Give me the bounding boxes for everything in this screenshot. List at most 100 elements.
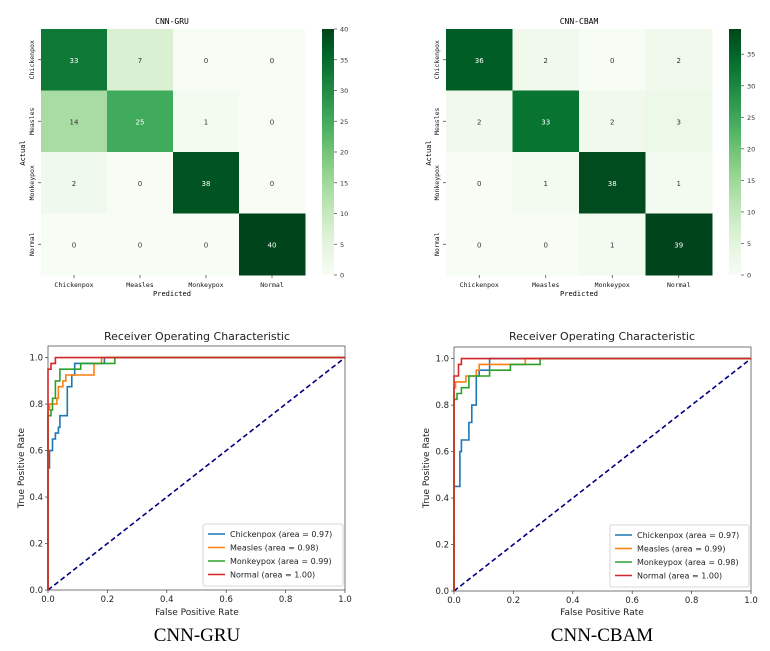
cell-value-label: 1	[544, 180, 548, 188]
y-tick-label: 0.8	[29, 400, 43, 410]
colorbar-tick-label: 5	[747, 240, 751, 248]
cell-value-label: 0	[477, 241, 481, 249]
heatmap-cell	[107, 152, 174, 214]
legend: Chickenpox (area = 0.97) Measles (area = …	[609, 524, 750, 588]
x-tick-label: 0.4	[566, 596, 580, 606]
cell-value-label: 0	[138, 241, 142, 249]
cell-value-label: 33	[70, 57, 79, 65]
x-tick-label: 0.2	[507, 596, 521, 606]
cell-value-label: 0	[544, 241, 548, 249]
cm-title: CNN-CBAM	[560, 17, 599, 26]
cell-value-label: 1	[204, 118, 208, 126]
heatmap-cell	[645, 152, 713, 214]
heatmap-cell	[512, 213, 580, 276]
cm-ylabel: Actual	[19, 140, 27, 165]
colorbar-tick-label: 15	[340, 179, 348, 187]
roc-curve-normal	[47, 356, 345, 590]
confusion-matrix-cnn-gru: CNN-GRU Predicted Actual 33 7 0 014 25 1 02 0 38…	[19, 17, 348, 298]
colorbar-tick-label: 30	[747, 82, 755, 90]
y-tick-label: Monkeypox	[433, 165, 441, 200]
legend-label: Measles (area = 0.98)	[230, 544, 318, 553]
y-tick-label: 0.6	[435, 448, 449, 458]
heatmap-cell	[579, 29, 646, 91]
roc-curve-chickenpox	[453, 357, 751, 591]
y-tick-label: 0.4	[29, 493, 43, 503]
roc-curve-chickenpox	[47, 356, 345, 590]
cm-xlabel: Predicted	[153, 290, 191, 298]
roc-plot-cnn-gru: Receiver Operating Characteristic False …	[17, 330, 352, 646]
heatmap-cell	[512, 152, 580, 214]
y-tick-label: Monkeypox	[28, 165, 36, 200]
cell-value-label: 33	[541, 118, 550, 126]
heatmap-cell	[579, 213, 646, 276]
x-tick-label: Chickenpox	[460, 281, 499, 289]
y-tick-label: 0.4	[435, 494, 449, 504]
heatmap-cell	[41, 213, 108, 276]
heatmap-cell	[107, 29, 174, 91]
x-tick-label: 0.6	[219, 595, 233, 605]
heatmap-cell	[446, 152, 513, 214]
cell-value-label: 2	[610, 118, 614, 126]
heatmap-cell	[446, 213, 513, 276]
y-tick-label: 0.2	[435, 541, 449, 551]
cell-value-label: 40	[268, 241, 277, 249]
y-tick-label: 1.0	[29, 354, 43, 364]
y-tick-label: Measles	[433, 107, 441, 134]
colorbar-tick-label: 15	[747, 177, 755, 185]
x-tick-label: Measles	[532, 281, 559, 289]
heatmap-cell	[446, 90, 513, 153]
legend-label: Monkeypox (area = 0.98)	[637, 558, 739, 567]
colorbar-tick-label: 0	[340, 272, 344, 280]
heatmap-cell	[173, 213, 240, 276]
x-tick-label: Chickenpox	[54, 281, 93, 289]
cell-value-label: 38	[202, 180, 211, 188]
cell-value-label: 2	[477, 118, 481, 126]
roc-curve-monkeypox	[453, 357, 751, 591]
colorbar-tick-label: 25	[340, 118, 348, 126]
x-tick-label: 0.0	[41, 595, 55, 605]
heatmap-cell	[645, 213, 713, 276]
roc-xlabel: False Positive Rate	[560, 608, 644, 618]
y-tick-label: 1.0	[435, 355, 449, 365]
y-tick-label: Chickenpox	[28, 40, 36, 79]
y-tick-label: 0.0	[435, 587, 449, 597]
roc-xlabel: False Positive Rate	[155, 608, 239, 618]
roc-title: Receiver Operating Characteristic	[104, 330, 290, 343]
heatmap-cell	[41, 29, 108, 91]
colorbar-tick-label: 40	[340, 26, 348, 34]
cell-value-label: 0	[477, 180, 481, 188]
legend-label: Normal (area = 1.00)	[230, 571, 315, 580]
cm-title: CNN-GRU	[155, 17, 189, 26]
x-tick-label: Normal	[667, 281, 691, 289]
colorbar-tick-label: 0	[747, 272, 751, 280]
x-tick-label: Normal	[260, 281, 284, 289]
roc-curve-monkeypox	[47, 356, 345, 590]
legend-label: Chickenpox (area = 0.97)	[637, 531, 739, 540]
cell-value-label: 2	[677, 57, 681, 65]
roc-ylabel: True Positive Rate	[422, 427, 432, 509]
cell-value-label: 0	[204, 57, 208, 65]
cell-value-label: 0	[204, 241, 208, 249]
chance-reference-line	[47, 356, 346, 591]
cell-value-label: 36	[475, 57, 484, 65]
y-tick-label: Measles	[28, 107, 36, 134]
colorbar-tick-label: 5	[340, 241, 344, 249]
cell-value-label: 39	[674, 241, 683, 249]
y-tick-label: 0.8	[435, 401, 449, 411]
cm-xlabel: Predicted	[560, 290, 598, 298]
cell-value-label: 1	[677, 180, 681, 188]
heatmap-cell	[239, 152, 306, 214]
heatmap-cell	[579, 90, 646, 153]
colorbar-tick-label: 35	[747, 51, 755, 59]
heatmap-cell	[645, 90, 713, 153]
colorbar-tick-label: 20	[340, 149, 348, 157]
x-tick-label: 0.6	[625, 596, 639, 606]
colorbar-tick-label: 35	[340, 56, 348, 64]
heatmap-cell	[173, 152, 240, 214]
y-tick-label: Normal	[433, 232, 441, 256]
x-tick-label: Monkeypox	[188, 281, 223, 289]
x-tick-label: 1.0	[744, 596, 758, 606]
colorbar-tick-label: 10	[747, 208, 755, 216]
heatmap-cell	[512, 29, 580, 91]
x-tick-label: 0.0	[447, 596, 461, 606]
